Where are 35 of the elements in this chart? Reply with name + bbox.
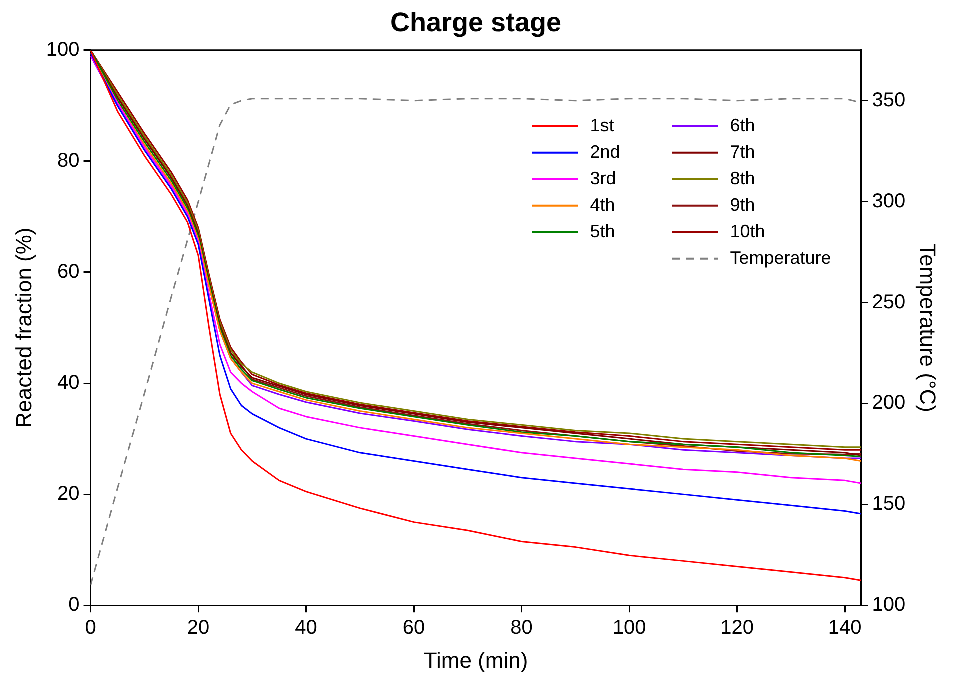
legend-label: 4th [590,194,616,215]
y-axis-title: Reacted fraction (%) [11,228,36,428]
y-tick-label: 40 [58,372,80,394]
x-tick-label: 60 [402,617,426,640]
y2-tick-label: 300 [872,190,906,212]
x-tick-label: 140 [828,617,862,640]
legend-label: 1st [590,115,614,136]
y2-tick-label: 100 [872,594,906,616]
x-tick-label: 80 [510,617,533,640]
y2-tick-label: 250 [872,291,906,314]
y2-axis-title: Temperature (°C) [916,244,941,412]
x-tick-label: 40 [295,617,318,640]
legend-label: 8th [730,168,756,188]
legend-label: 3rd [590,168,616,188]
x-tick-label: 120 [720,617,754,640]
x-tick-label: 0 [85,617,96,640]
y2-tick-label: 200 [872,392,906,414]
legend-label: 2nd [590,142,620,162]
legend-label: 10th [730,221,766,242]
y-tick-label: 100 [46,38,80,61]
legend-label: Temperature [730,248,832,268]
y2-tick-label: 350 [872,89,906,112]
legend-label: 9th [730,194,756,215]
y-tick-label: 0 [68,594,80,616]
x-tick-label: 100 [612,617,646,640]
y-tick-label: 80 [58,150,80,172]
legend-label: 6th [730,115,756,136]
y2-tick-label: 150 [872,493,906,516]
x-tick-label: 20 [187,617,210,640]
x-axis-title: Time (min) [424,648,528,673]
legend-label: 7th [730,142,756,162]
y-tick-label: 20 [58,483,80,506]
legend-label: 5th [590,221,616,242]
chart-title: Charge stage [390,8,562,38]
y-tick-label: 60 [58,260,80,283]
